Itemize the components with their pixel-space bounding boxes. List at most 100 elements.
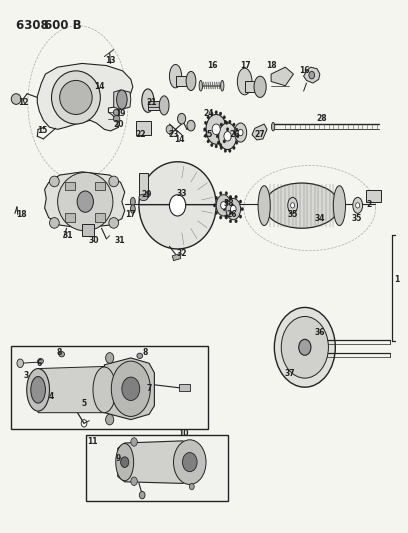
Text: 35: 35 bbox=[288, 210, 298, 219]
Circle shape bbox=[225, 192, 228, 195]
Polygon shape bbox=[38, 367, 104, 413]
Circle shape bbox=[299, 340, 311, 356]
Circle shape bbox=[229, 220, 232, 223]
Circle shape bbox=[226, 121, 228, 124]
Bar bbox=[82, 224, 94, 236]
Ellipse shape bbox=[271, 123, 275, 131]
Circle shape bbox=[77, 191, 93, 212]
Ellipse shape bbox=[131, 197, 135, 206]
Polygon shape bbox=[44, 172, 125, 228]
Text: 20: 20 bbox=[113, 119, 124, 128]
Text: 14: 14 bbox=[94, 82, 105, 91]
Text: 6: 6 bbox=[37, 359, 42, 368]
Circle shape bbox=[215, 111, 217, 114]
Circle shape bbox=[228, 120, 231, 123]
Circle shape bbox=[225, 200, 227, 203]
Circle shape bbox=[223, 116, 226, 119]
Circle shape bbox=[224, 132, 231, 141]
Text: 16: 16 bbox=[299, 67, 310, 75]
Text: 26: 26 bbox=[229, 130, 240, 139]
Text: 34: 34 bbox=[315, 214, 325, 223]
Circle shape bbox=[274, 308, 335, 387]
Text: 9: 9 bbox=[116, 455, 121, 463]
Ellipse shape bbox=[226, 198, 241, 220]
Circle shape bbox=[309, 71, 315, 79]
Bar bbox=[11, 346, 208, 429]
Ellipse shape bbox=[109, 217, 119, 228]
Circle shape bbox=[233, 123, 235, 126]
Circle shape bbox=[224, 120, 226, 123]
Ellipse shape bbox=[117, 90, 127, 109]
Ellipse shape bbox=[237, 68, 252, 95]
Text: 11: 11 bbox=[87, 438, 98, 447]
Ellipse shape bbox=[221, 80, 224, 91]
Ellipse shape bbox=[206, 115, 226, 144]
Text: 2: 2 bbox=[366, 200, 371, 209]
Ellipse shape bbox=[353, 197, 363, 213]
Circle shape bbox=[235, 196, 237, 199]
Ellipse shape bbox=[27, 368, 49, 411]
Ellipse shape bbox=[31, 376, 45, 403]
Ellipse shape bbox=[186, 71, 196, 91]
Ellipse shape bbox=[49, 176, 59, 187]
Ellipse shape bbox=[58, 172, 113, 231]
Bar bbox=[65, 182, 75, 190]
Text: 19: 19 bbox=[115, 109, 126, 118]
Ellipse shape bbox=[159, 96, 169, 115]
Circle shape bbox=[241, 207, 244, 211]
Circle shape bbox=[217, 141, 220, 144]
Text: 8: 8 bbox=[142, 348, 148, 357]
Bar bbox=[65, 213, 75, 222]
Circle shape bbox=[230, 211, 232, 214]
Circle shape bbox=[226, 128, 229, 131]
Text: 35: 35 bbox=[351, 214, 361, 223]
Circle shape bbox=[216, 135, 219, 138]
Ellipse shape bbox=[60, 80, 92, 115]
Text: 10: 10 bbox=[178, 430, 189, 439]
Text: 27: 27 bbox=[255, 130, 266, 139]
Circle shape bbox=[189, 483, 194, 490]
Ellipse shape bbox=[49, 217, 59, 228]
Ellipse shape bbox=[59, 352, 64, 357]
Text: 36: 36 bbox=[315, 328, 325, 337]
Polygon shape bbox=[118, 441, 190, 483]
Ellipse shape bbox=[139, 194, 148, 200]
Text: 31: 31 bbox=[62, 231, 73, 240]
Circle shape bbox=[239, 215, 242, 218]
Ellipse shape bbox=[169, 64, 182, 88]
Text: 30: 30 bbox=[88, 237, 99, 246]
Circle shape bbox=[17, 359, 24, 368]
Polygon shape bbox=[271, 67, 293, 86]
Circle shape bbox=[131, 438, 137, 446]
Circle shape bbox=[131, 477, 137, 486]
Ellipse shape bbox=[139, 162, 216, 249]
Text: 17: 17 bbox=[240, 61, 251, 70]
Circle shape bbox=[221, 201, 226, 209]
Circle shape bbox=[281, 317, 328, 378]
Text: 38: 38 bbox=[224, 199, 235, 208]
Text: 37: 37 bbox=[285, 369, 295, 378]
Text: 15: 15 bbox=[38, 126, 48, 135]
Text: 32: 32 bbox=[176, 249, 187, 258]
Text: 3: 3 bbox=[23, 371, 29, 380]
Circle shape bbox=[106, 414, 114, 425]
Circle shape bbox=[235, 128, 238, 132]
Ellipse shape bbox=[111, 361, 150, 416]
Circle shape bbox=[226, 134, 228, 138]
Bar bbox=[136, 122, 151, 135]
Text: 26: 26 bbox=[226, 210, 237, 219]
Text: 5: 5 bbox=[82, 399, 86, 408]
Circle shape bbox=[223, 207, 226, 211]
Circle shape bbox=[207, 140, 209, 143]
Circle shape bbox=[204, 121, 207, 124]
Ellipse shape bbox=[51, 71, 100, 124]
Ellipse shape bbox=[93, 367, 116, 413]
Circle shape bbox=[220, 112, 222, 115]
Text: 28: 28 bbox=[317, 114, 327, 123]
Polygon shape bbox=[304, 67, 320, 83]
Circle shape bbox=[229, 196, 232, 199]
Circle shape bbox=[215, 211, 217, 214]
Ellipse shape bbox=[38, 359, 43, 364]
Ellipse shape bbox=[11, 94, 21, 104]
Text: 17: 17 bbox=[126, 210, 136, 219]
